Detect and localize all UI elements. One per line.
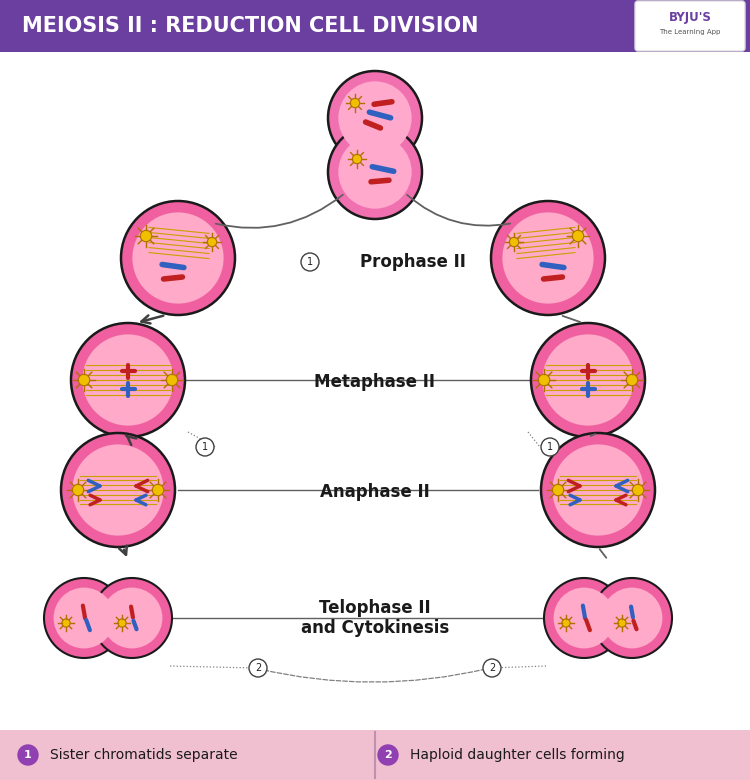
Circle shape: [503, 212, 593, 303]
Circle shape: [82, 335, 173, 426]
Circle shape: [71, 323, 185, 437]
Text: Prophase II: Prophase II: [360, 253, 466, 271]
Text: Metaphase II: Metaphase II: [314, 373, 436, 391]
FancyBboxPatch shape: [0, 730, 750, 780]
Circle shape: [140, 230, 152, 242]
Circle shape: [509, 237, 519, 246]
Circle shape: [592, 578, 672, 658]
Circle shape: [18, 745, 38, 765]
Text: Anaphase II: Anaphase II: [320, 483, 430, 501]
Circle shape: [602, 587, 662, 648]
Circle shape: [531, 323, 645, 437]
Circle shape: [483, 659, 501, 677]
Circle shape: [541, 433, 655, 547]
Text: 1: 1: [307, 257, 313, 267]
Text: Haploid daughter cells forming: Haploid daughter cells forming: [410, 748, 625, 762]
Text: The Learning App: The Learning App: [659, 29, 721, 35]
Circle shape: [328, 125, 422, 219]
Circle shape: [542, 335, 634, 426]
Circle shape: [133, 212, 224, 303]
Circle shape: [352, 154, 362, 164]
Text: Sister chromatids separate: Sister chromatids separate: [50, 748, 238, 762]
Circle shape: [152, 484, 164, 496]
Circle shape: [166, 374, 178, 386]
Circle shape: [78, 374, 90, 386]
Circle shape: [544, 578, 624, 658]
Text: 2: 2: [255, 663, 261, 673]
Circle shape: [61, 433, 175, 547]
Circle shape: [553, 445, 644, 536]
Circle shape: [301, 253, 319, 271]
Circle shape: [554, 587, 614, 648]
FancyBboxPatch shape: [635, 1, 745, 51]
Circle shape: [73, 445, 164, 536]
Text: 2: 2: [384, 750, 392, 760]
Circle shape: [491, 201, 605, 315]
Circle shape: [541, 438, 559, 456]
Circle shape: [350, 98, 360, 108]
Text: 2: 2: [489, 663, 495, 673]
Text: 1: 1: [547, 442, 553, 452]
Circle shape: [328, 71, 422, 165]
Circle shape: [62, 619, 70, 627]
Circle shape: [121, 201, 235, 315]
Circle shape: [572, 230, 584, 242]
Circle shape: [378, 745, 398, 765]
Circle shape: [92, 578, 172, 658]
Circle shape: [72, 484, 84, 496]
Circle shape: [626, 374, 638, 386]
Circle shape: [538, 374, 550, 386]
Circle shape: [618, 619, 626, 627]
Text: Telophase II
and Cytokinesis: Telophase II and Cytokinesis: [301, 598, 449, 637]
Circle shape: [552, 484, 564, 496]
Text: MEIOSIS II : REDUCTION CELL DIVISION: MEIOSIS II : REDUCTION CELL DIVISION: [22, 16, 478, 36]
Circle shape: [53, 587, 115, 648]
Circle shape: [44, 578, 124, 658]
Circle shape: [562, 619, 570, 627]
Circle shape: [196, 438, 214, 456]
Circle shape: [101, 587, 163, 648]
Circle shape: [338, 81, 412, 154]
Text: 1: 1: [24, 750, 32, 760]
Circle shape: [249, 659, 267, 677]
Circle shape: [632, 484, 644, 496]
FancyBboxPatch shape: [0, 0, 750, 52]
Text: 1: 1: [202, 442, 208, 452]
Circle shape: [207, 237, 217, 246]
Text: BYJU'S: BYJU'S: [668, 12, 712, 24]
Circle shape: [118, 619, 126, 627]
Circle shape: [338, 136, 412, 209]
